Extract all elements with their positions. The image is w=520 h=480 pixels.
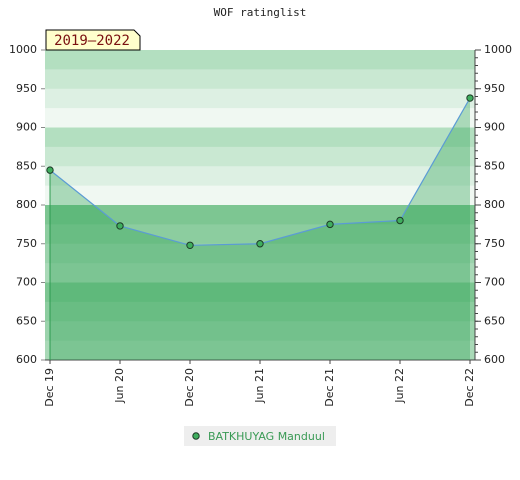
y-tick-label: 850 <box>16 159 37 172</box>
y2-tick-label: 700 <box>484 276 505 289</box>
y2-tick-label: 600 <box>484 353 505 366</box>
legend-box <box>184 426 336 446</box>
legend-marker <box>192 432 200 440</box>
band <box>45 224 475 245</box>
point <box>186 241 194 250</box>
band <box>45 243 475 264</box>
point <box>116 222 124 230</box>
band <box>45 146 475 167</box>
y-tick-label: 950 <box>16 82 37 95</box>
band <box>45 88 475 109</box>
band <box>45 282 475 303</box>
band <box>45 185 475 206</box>
point <box>466 94 474 102</box>
band <box>45 166 475 187</box>
x-tick-label: Dec 22 <box>463 368 476 407</box>
band <box>45 263 475 283</box>
band <box>45 50 475 70</box>
y2-tick-label: 650 <box>484 314 505 327</box>
point <box>46 166 54 174</box>
point <box>326 220 334 229</box>
x-tick-label: Dec 20 <box>183 368 196 407</box>
annotation: 2019–2022 <box>54 33 130 49</box>
y2-tick-label: 1000 <box>484 43 512 56</box>
y-tick-label: 800 <box>16 198 37 211</box>
x-tick-label: Jun 21 <box>253 368 266 404</box>
band <box>45 108 475 128</box>
point <box>396 216 404 225</box>
x-tick-label: Jun 20 <box>113 368 126 404</box>
x-tick-label: Dec 19 <box>43 368 56 407</box>
band <box>45 340 475 361</box>
legend-label: BATKHUYAG Manduul <box>208 430 325 443</box>
background-bands <box>45 50 475 361</box>
band <box>45 127 475 148</box>
y-tick-label: 600 <box>16 353 37 366</box>
band <box>45 205 475 225</box>
band <box>45 69 475 90</box>
x-tick-label: Jun 22 <box>393 368 406 404</box>
band <box>45 301 475 322</box>
y-tick-label: 750 <box>16 237 37 250</box>
area <box>50 98 470 361</box>
y2-tick-label: 750 <box>484 237 505 250</box>
y2-tick-label: 850 <box>484 159 505 172</box>
point <box>256 240 264 248</box>
x-tick-label: Dec 21 <box>323 368 336 407</box>
y2-tick-label: 950 <box>484 82 505 95</box>
chart-title: WOF ratinglist <box>214 6 307 19</box>
y2-tick-label: 800 <box>484 198 505 211</box>
y-tick-label: 650 <box>16 314 37 327</box>
y-tick-label: 1000 <box>9 43 37 56</box>
y-tick-label: 900 <box>16 121 37 134</box>
y2-tick-label: 900 <box>484 121 505 134</box>
annotation-box-bg <box>45 29 141 51</box>
band <box>45 321 475 342</box>
y-tick-label: 700 <box>16 276 37 289</box>
